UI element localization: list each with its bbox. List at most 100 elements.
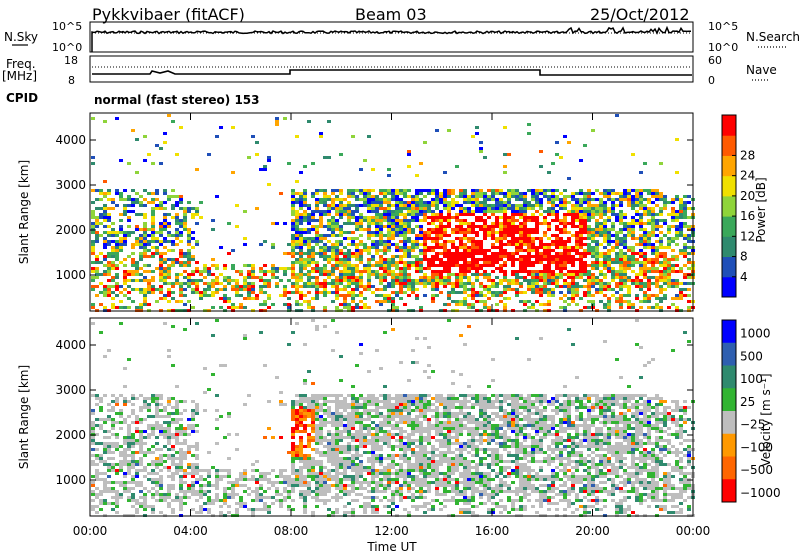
- power-cell: [231, 249, 235, 252]
- velocity-cell: [319, 433, 323, 436]
- power-cell: [315, 279, 319, 282]
- power-cell: [523, 291, 527, 294]
- power-cell: [599, 201, 603, 204]
- velocity-cell: [159, 433, 163, 436]
- power-cell: [255, 141, 259, 144]
- power-cell: [407, 261, 411, 264]
- power-cell: [323, 249, 327, 252]
- power-cell: [511, 213, 515, 216]
- velocity-cell: [307, 457, 311, 460]
- power-cell: [451, 240, 455, 243]
- velocity-cell: [91, 421, 95, 424]
- power-cell: [503, 285, 507, 288]
- velocity-cell: [291, 448, 295, 451]
- power-cell: [687, 225, 691, 228]
- power-cell: [503, 237, 507, 240]
- power-cell: [635, 252, 639, 255]
- power-cell: [447, 207, 451, 210]
- power-cell: [535, 249, 539, 252]
- power-cell: [375, 234, 379, 237]
- power-cell: [439, 291, 443, 294]
- power-cell: [563, 219, 567, 222]
- power-cell: [347, 282, 351, 285]
- velocity-cell: [91, 427, 95, 430]
- power-cell: [659, 273, 663, 276]
- power-cell: [359, 282, 363, 285]
- velocity-cell: [335, 472, 339, 475]
- power-cell: [439, 219, 443, 222]
- power-cell: [375, 270, 379, 273]
- power-cell: [395, 234, 399, 237]
- power-cell: [479, 273, 483, 276]
- power-cell: [439, 279, 443, 282]
- power-cell: [531, 282, 535, 285]
- power-cell: [603, 210, 607, 213]
- power-cell: [311, 192, 315, 195]
- velocity-cell: [339, 379, 343, 382]
- power-cell: [139, 237, 143, 240]
- power-cell: [159, 273, 163, 276]
- power-cell: [563, 300, 567, 303]
- power-cell: [447, 192, 451, 195]
- power-cell: [163, 279, 167, 282]
- velocity-cell: [315, 490, 319, 493]
- power-cell: [427, 216, 431, 219]
- velocity-cell: [307, 436, 311, 439]
- power-cell: [91, 249, 95, 252]
- power-cell: [631, 195, 635, 198]
- velocity-cell: [339, 466, 343, 469]
- power-cell: [579, 297, 583, 300]
- power-cell: [679, 231, 683, 234]
- power-cell: [455, 264, 459, 267]
- power-cell: [299, 171, 303, 174]
- velocity-cell: [111, 427, 115, 430]
- velocity-cell: [127, 499, 131, 502]
- power-cell: [407, 294, 411, 297]
- power-cell: [379, 216, 383, 219]
- power-cell: [91, 201, 95, 204]
- power-cell: [319, 222, 323, 225]
- velocity-cell: [183, 442, 187, 445]
- power-cell: [295, 228, 299, 231]
- power-cell: [215, 195, 219, 198]
- power-cell: [111, 291, 115, 294]
- power-cell: [487, 204, 491, 207]
- velocity-cell: [315, 436, 319, 439]
- power-cell: [419, 210, 423, 213]
- power-cell: [435, 270, 439, 273]
- power-cell: [611, 261, 615, 264]
- power-cell: [303, 201, 307, 204]
- power-cell: [651, 207, 655, 210]
- power-cell: [327, 204, 331, 207]
- power-cell: [299, 264, 303, 267]
- power-cell: [431, 294, 435, 297]
- power-cbar-swatch-6: [722, 155, 736, 177]
- power-cell: [299, 219, 303, 222]
- power-cell: [511, 279, 515, 282]
- velocity-cell: [327, 487, 331, 490]
- power-cell: [463, 270, 467, 273]
- power-cell: [539, 288, 543, 291]
- power-cell: [647, 213, 651, 216]
- power-cell: [247, 282, 251, 285]
- velocity-cell: [327, 451, 331, 454]
- power-cell: [391, 297, 395, 300]
- power-cell: [315, 228, 319, 231]
- power-cell: [423, 219, 427, 222]
- power-cell: [679, 204, 683, 207]
- power-cell: [155, 204, 159, 207]
- power-cell: [631, 222, 635, 225]
- power-cell: [603, 192, 607, 195]
- power-cell: [91, 246, 95, 249]
- power-cell: [331, 252, 335, 255]
- power-cell: [323, 258, 327, 261]
- power-cell: [659, 210, 663, 213]
- power-cell: [495, 267, 499, 270]
- velocity-cell: [339, 403, 343, 406]
- power-cell: [379, 198, 383, 201]
- power-cell: [611, 228, 615, 231]
- power-cell: [643, 240, 647, 243]
- power-cell: [431, 219, 435, 222]
- power-cell: [423, 276, 427, 279]
- power-cell: [347, 243, 351, 246]
